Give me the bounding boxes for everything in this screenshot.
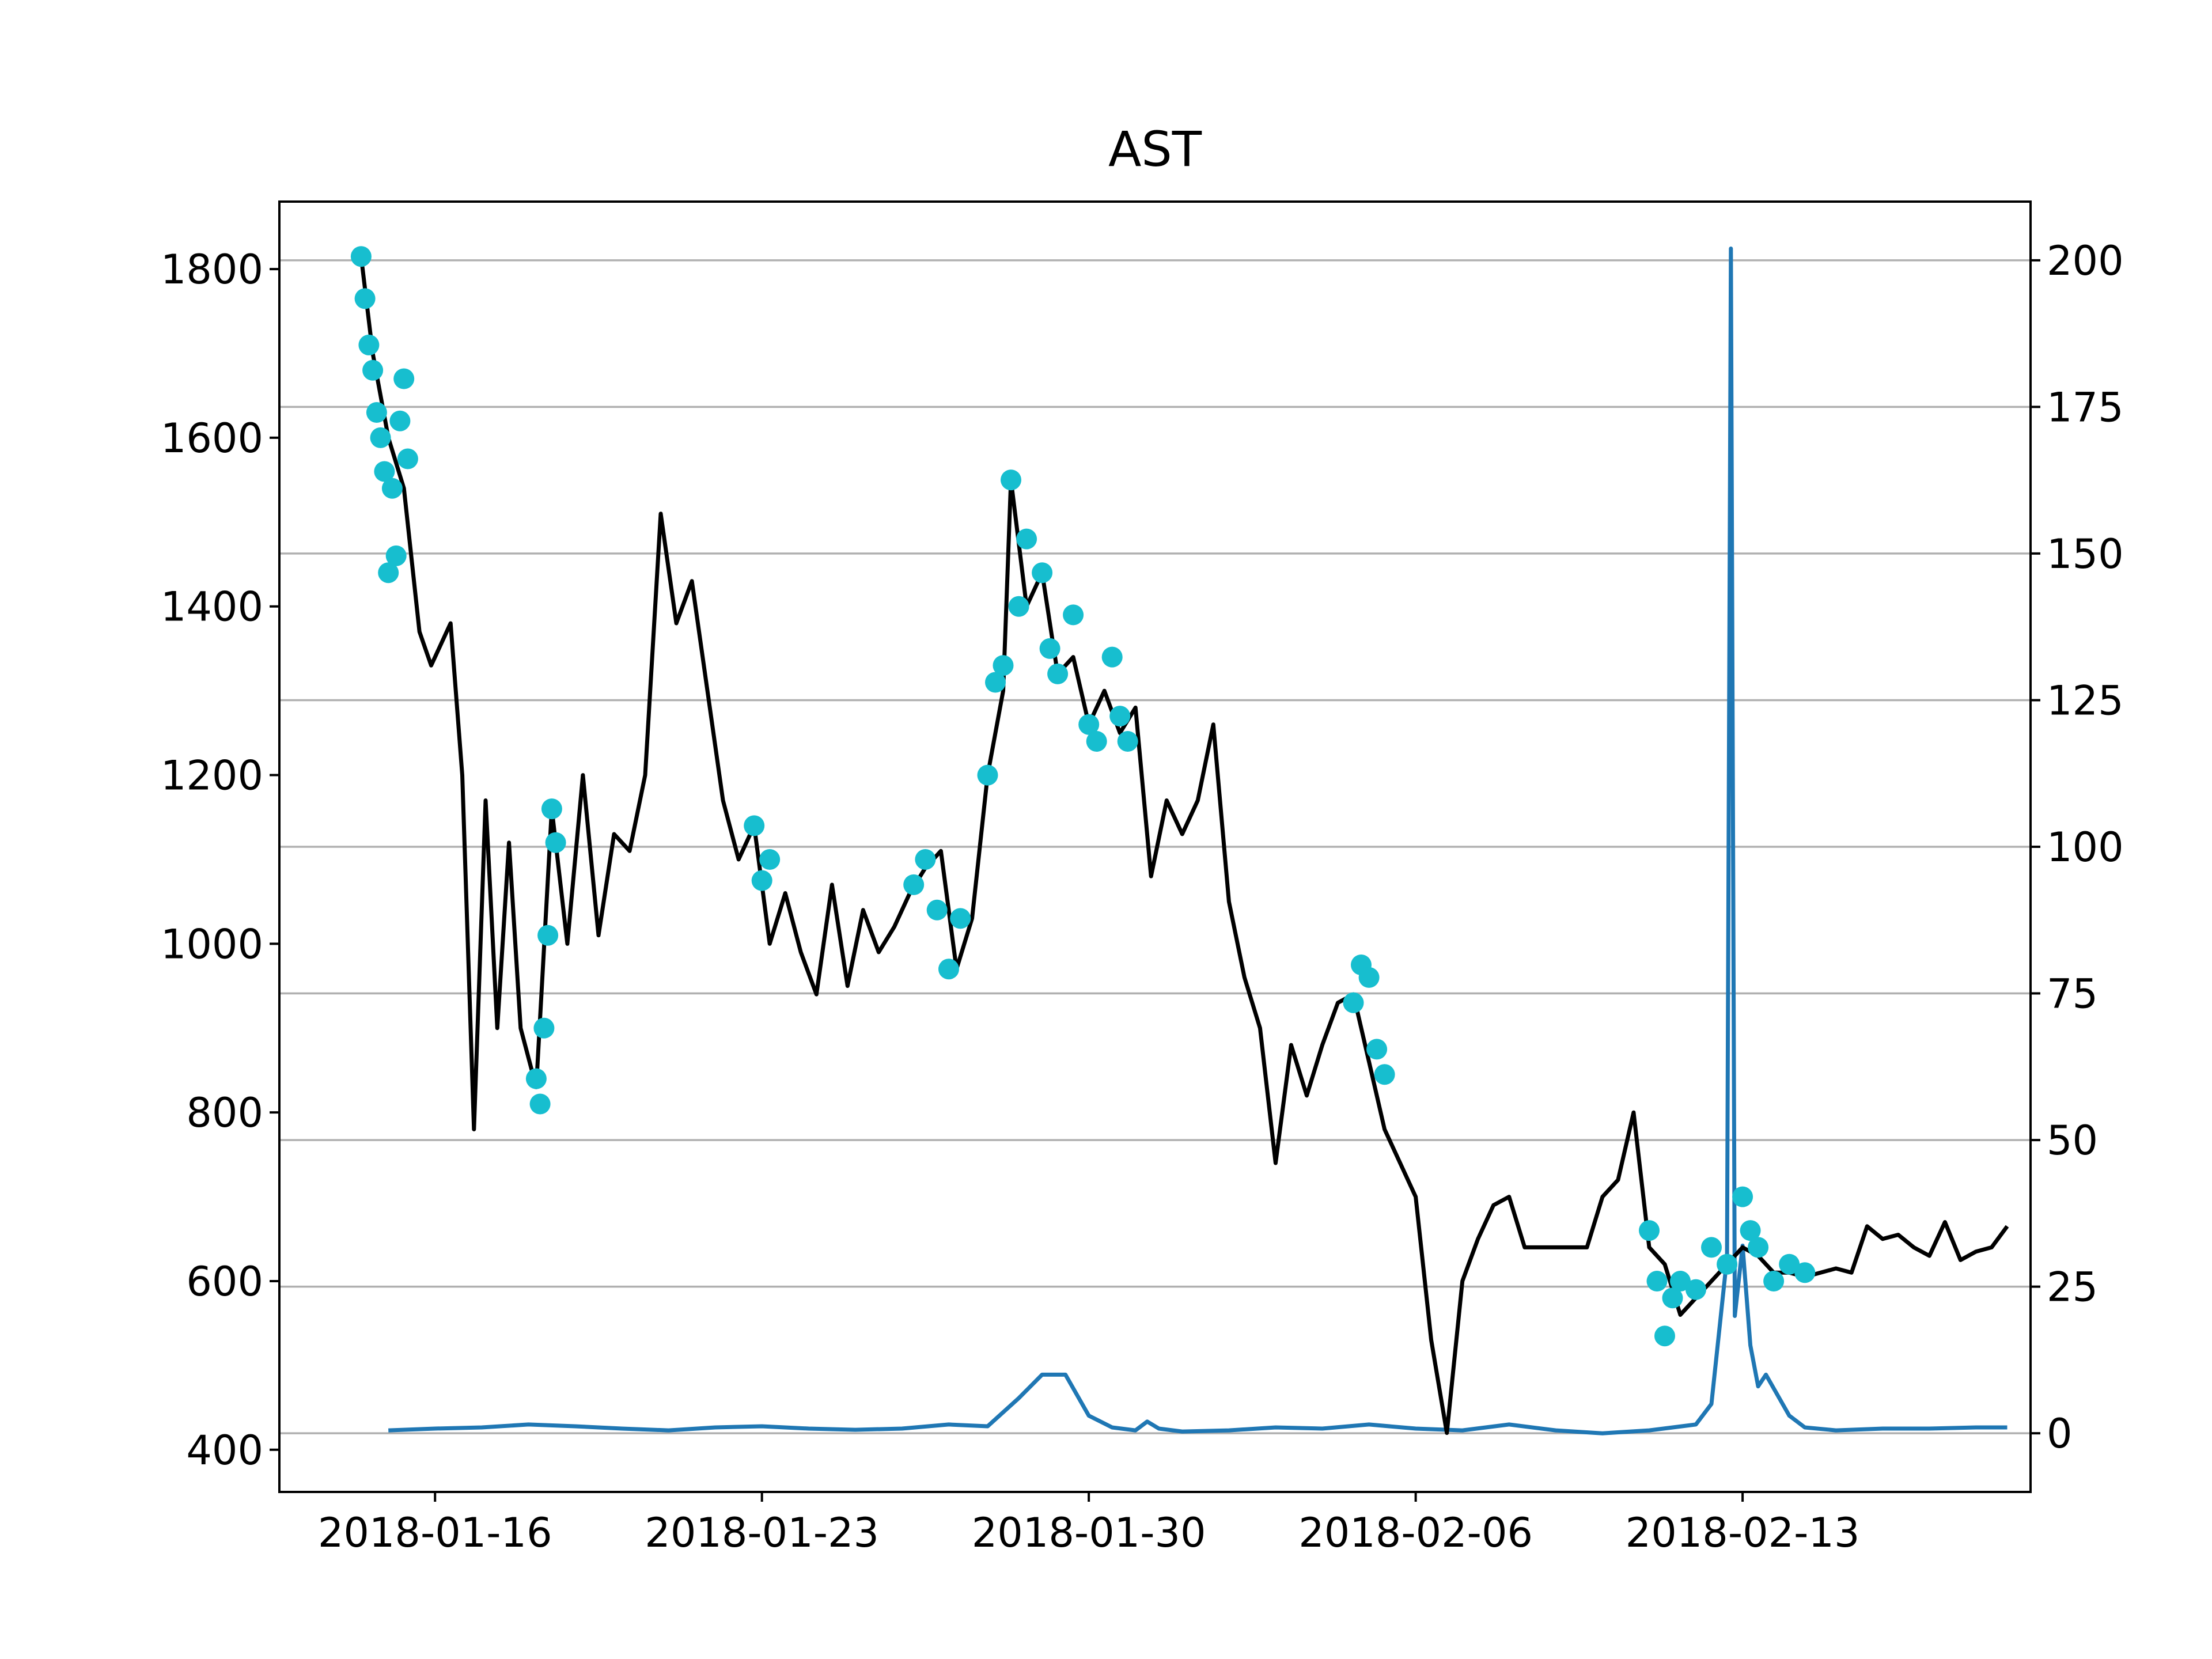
price-marker	[926, 899, 948, 921]
y2-tick-label: 0	[2047, 1410, 2073, 1457]
x-axis-ticks: 2018-01-16 2018-01-23 2018-01-30 2018-02-06…	[318, 1492, 1860, 1556]
y-tick-label: 1600	[161, 415, 263, 462]
price-marker	[1654, 1325, 1675, 1347]
price-marker	[1086, 731, 1107, 752]
x-tick-label: 2018-01-16	[318, 1509, 552, 1556]
price-markers	[350, 246, 1816, 1347]
price-marker	[1078, 714, 1100, 735]
y-tick-label: 600	[186, 1258, 263, 1305]
price-marker	[1366, 1039, 1388, 1060]
price-marker	[1639, 1220, 1660, 1241]
price-marker	[1374, 1064, 1395, 1085]
price-marker	[1662, 1287, 1683, 1309]
price-marker	[1039, 638, 1060, 659]
price-marker	[381, 478, 403, 499]
y2-tick-label: 75	[2047, 971, 2098, 1018]
y2-tick-label: 50	[2047, 1117, 2098, 1164]
y-tick-label: 1800	[161, 246, 263, 293]
price-marker	[537, 925, 559, 946]
y2-tick-label: 200	[2047, 237, 2124, 285]
price-marker	[525, 1068, 547, 1089]
price-marker	[1763, 1271, 1785, 1291]
price-marker	[1117, 731, 1138, 752]
price-marker	[985, 672, 1006, 693]
price-marker	[1779, 1253, 1800, 1275]
chart-title: AST	[1108, 121, 1202, 177]
price-marker	[533, 1017, 555, 1039]
volume-series	[388, 247, 2008, 1435]
price-marker	[993, 655, 1014, 676]
price-marker	[1101, 646, 1123, 668]
price-marker	[744, 815, 765, 836]
y-tick-label: 800	[186, 1089, 263, 1137]
price-marker	[374, 461, 395, 482]
price-marker	[1701, 1237, 1722, 1258]
price-marker	[751, 870, 772, 891]
price-marker	[903, 874, 925, 895]
price-marker	[1732, 1186, 1753, 1207]
price-marker	[529, 1093, 551, 1115]
price-marker	[545, 832, 566, 853]
y2-tick-label: 25	[2047, 1264, 2098, 1311]
price-marker	[1358, 967, 1380, 988]
y2-tick-label: 175	[2047, 384, 2124, 431]
x-tick-label: 2018-02-06	[1298, 1509, 1533, 1556]
price-marker	[1343, 992, 1364, 1013]
volume-line	[388, 247, 2008, 1435]
right-axis-ticks: 0 25 50 75 100 125 150 175 200	[2031, 237, 2124, 1457]
x-tick-label: 2018-01-30	[972, 1509, 1206, 1556]
price-marker	[1740, 1220, 1761, 1241]
y2-tick-label: 100	[2047, 824, 2124, 871]
price-marker	[1016, 528, 1037, 550]
price-marker	[397, 448, 418, 469]
y-tick-label: 1200	[161, 752, 263, 800]
price-marker	[366, 402, 387, 423]
price-marker	[358, 334, 380, 355]
y-tick-label: 1400	[161, 584, 263, 631]
x-tick-label: 2018-01-23	[645, 1509, 879, 1556]
left-axis-ticks: 400 600 800 1000 1200 1400 1600 1800	[161, 246, 279, 1474]
price-marker	[1646, 1271, 1668, 1291]
price-marker	[1794, 1262, 1816, 1283]
price-marker	[1008, 596, 1029, 617]
price-marker	[759, 849, 781, 870]
price-marker	[378, 562, 399, 584]
price-marker	[1748, 1237, 1769, 1258]
price-marker	[362, 359, 384, 381]
price-marker	[1032, 562, 1053, 584]
price-marker	[1001, 469, 1021, 491]
price-marker	[385, 545, 407, 566]
price-marker	[1109, 706, 1131, 727]
price-marker	[389, 410, 411, 431]
price-marker	[541, 798, 562, 820]
price-marker	[977, 764, 998, 786]
y-tick-label: 1000	[161, 921, 263, 968]
price-marker	[1063, 604, 1084, 626]
price-marker	[1047, 663, 1069, 684]
price-marker	[938, 959, 959, 980]
price-marker	[354, 288, 376, 309]
price-marker	[350, 246, 372, 267]
price-marker	[370, 427, 391, 448]
grid-lines	[279, 259, 2031, 1434]
price-marker	[1717, 1253, 1738, 1275]
x-tick-label: 2018-02-13	[1626, 1509, 1860, 1556]
price-marker	[393, 368, 415, 389]
price-marker	[915, 849, 936, 870]
price-marker	[950, 908, 971, 929]
price-marker	[1670, 1271, 1691, 1291]
price-marker	[1685, 1279, 1706, 1300]
y-tick-label: 400	[186, 1427, 263, 1474]
y2-tick-label: 150	[2047, 531, 2124, 578]
y2-tick-label: 125	[2047, 677, 2124, 724]
